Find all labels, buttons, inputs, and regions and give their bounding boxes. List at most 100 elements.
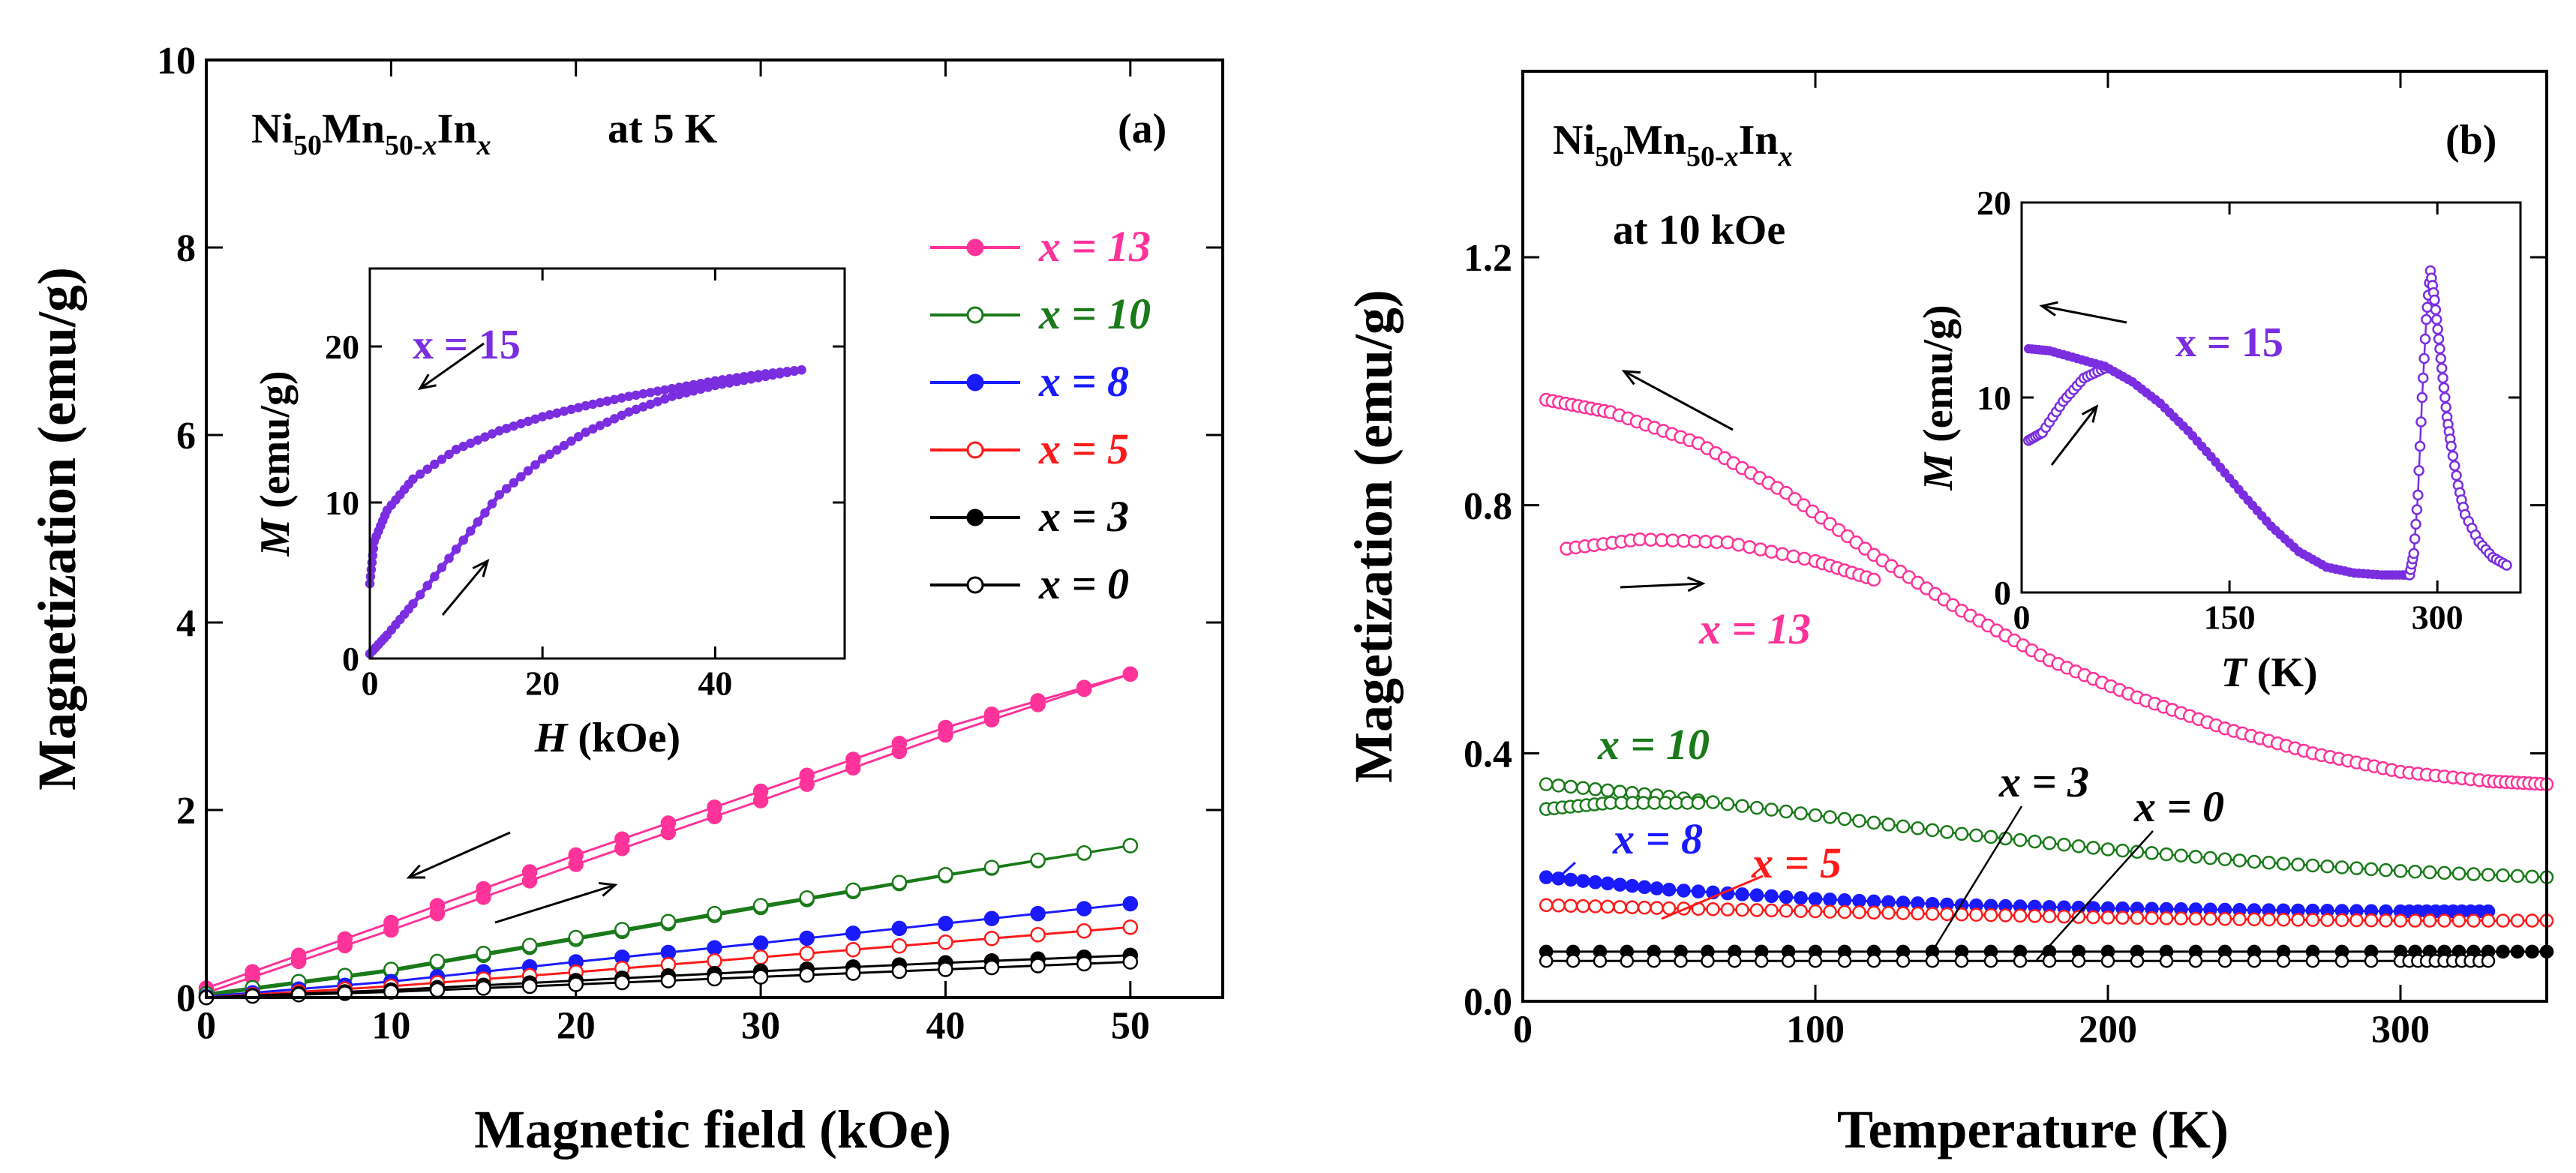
series-x0-point: [290, 987, 307, 1003]
panel-b-annotations: x = 13 x = 10 x = 8 x = 5 x = 3 x = 0: [1559, 370, 2224, 961]
series-x10-desc-point: [614, 922, 630, 938]
series-x8-point: [1749, 888, 1764, 902]
panel-b-xtick-label: 100: [1786, 1009, 1845, 1052]
inset-a-arrow-down-head: [417, 374, 437, 391]
series-x5-point: [1983, 908, 1998, 922]
series-x10-point: [2057, 838, 2071, 852]
series-x13-desc-point: [521, 864, 538, 880]
series-x8-point: [845, 926, 861, 941]
inset-b-label: x = 15: [2175, 320, 2283, 366]
series-x5-point: [1720, 902, 1735, 916]
series-x10-point: [2364, 862, 2379, 877]
inset-a-ascending-point: [473, 517, 483, 527]
series-x5-point: [707, 953, 722, 969]
series-x10-point: [2100, 842, 2115, 856]
panel-b-ytick-label: 0.8: [1464, 485, 1512, 528]
series-x0-point: [1076, 956, 1092, 972]
series-x10-point: [2028, 834, 2042, 849]
inset-a-descending-point: [695, 378, 706, 388]
inset-a-ascending-point: [545, 449, 555, 460]
series-x10-point: [2437, 866, 2451, 880]
series-x5-point: [799, 946, 815, 962]
inset-a-ascending-point: [494, 490, 504, 500]
label-x5: x = 5: [1751, 838, 1842, 887]
inset-a-ascending-point: [415, 590, 425, 600]
panel-a-tag: (a): [1118, 106, 1166, 152]
inset-b-peak-point: [2430, 314, 2442, 326]
inset-b-peak-point: [2439, 392, 2451, 404]
series-x10-point: [2276, 856, 2291, 871]
series-x0-point: [1896, 954, 1911, 968]
series-x5-point: [2364, 913, 2379, 928]
series-x10-point: [2188, 850, 2203, 864]
series-x10-point: [2291, 857, 2305, 872]
inset-b-peak-point: [2416, 392, 2428, 404]
inset-a-ascending-point: [595, 421, 605, 430]
arrow-decreasing-field: [408, 831, 511, 879]
series-x5-point: [1749, 903, 1764, 917]
series-x8-point: [1030, 905, 1046, 922]
series-x8-point: [1691, 884, 1706, 898]
panel-a-title: Ni50Mn50-xInx: [251, 106, 491, 161]
series-x5-point: [2525, 914, 2539, 928]
inset-a-ascending-point: [501, 484, 512, 494]
series-x0-point: [2100, 954, 2115, 968]
series-x0-point: [2334, 954, 2349, 968]
legend-marker-x13: [966, 238, 984, 256]
series-x8-point: [983, 910, 1000, 926]
series-x5-point: [845, 942, 861, 958]
series-x8-point: [799, 930, 815, 946]
series-x10-point: [1551, 778, 1566, 793]
inset-a-ascending-point: [581, 428, 590, 437]
series-x10-point: [2042, 836, 2057, 850]
panel-b-condition: at 10 kOe: [1613, 207, 1785, 254]
panel-a-xtick-label: 50: [1111, 1005, 1150, 1048]
series-x0-point: [2159, 954, 2174, 968]
series-x5-point: [2013, 908, 2028, 923]
inset-b-peak-point: [2408, 548, 2420, 560]
series-x8-point: [1662, 882, 1677, 897]
series-x5-point: [2481, 914, 2496, 928]
series-x5-point: [2071, 910, 2086, 924]
series-x5-point: [1925, 907, 1940, 921]
series-x10-point: [2203, 850, 2217, 866]
series-x10-desc-point: [891, 874, 908, 890]
inset-b-ytick-label: 0: [1994, 574, 2011, 612]
inset-a-xtick-label: 20: [525, 664, 560, 702]
series-x10-point: [1940, 825, 1954, 839]
inset-a-descending-point: [444, 449, 454, 460]
series-x13-fc-point: [1786, 549, 1800, 564]
series-x5-point: [1911, 906, 1925, 921]
series-x10-point: [1969, 828, 1983, 843]
series-x5-point: [2247, 912, 2262, 927]
series-x8-point: [1625, 878, 1640, 893]
inset-a-ascending-point: [451, 544, 461, 554]
inset-a-ascending-point: [617, 410, 626, 421]
inset-a-ascending-point: [602, 417, 612, 428]
inset-a-descending-point: [703, 377, 713, 387]
series-x13-desc-point: [1122, 666, 1139, 682]
series-x0-point: [1701, 954, 1715, 968]
panel-a-xtick-label: 40: [926, 1005, 965, 1048]
series-x10-desc-point: [707, 905, 722, 922]
panel-b-xtick-label: 300: [2371, 1009, 2430, 1052]
series-x0-point: [521, 978, 538, 994]
series-x5-point: [2115, 910, 2130, 925]
panel-a-ytick-label: 10: [157, 40, 196, 82]
series-x10-desc-point: [845, 882, 861, 898]
series-x5-point: [1551, 898, 1566, 913]
series-x10-point: [1852, 814, 1866, 828]
inset-b-peak-point: [2437, 372, 2448, 384]
series-x5-point: [1076, 923, 1092, 939]
label-x10: x = 10: [1597, 720, 1710, 769]
inset-b-arrow-warming: [2050, 406, 2098, 466]
series-x5-point: [1735, 902, 1749, 917]
series-x13-desc-point: [1030, 693, 1046, 709]
inset-b-peak-point: [2445, 440, 2457, 452]
series-x5-point: [1896, 906, 1911, 920]
inset-b-xlabel: T (K): [2220, 650, 2317, 696]
inset-b-xtick-label: 150: [2204, 598, 2256, 636]
series-x5-point: [1613, 900, 1627, 914]
series-x13-desc-point: [568, 847, 584, 863]
series-x13-desc-point: [983, 706, 1000, 722]
